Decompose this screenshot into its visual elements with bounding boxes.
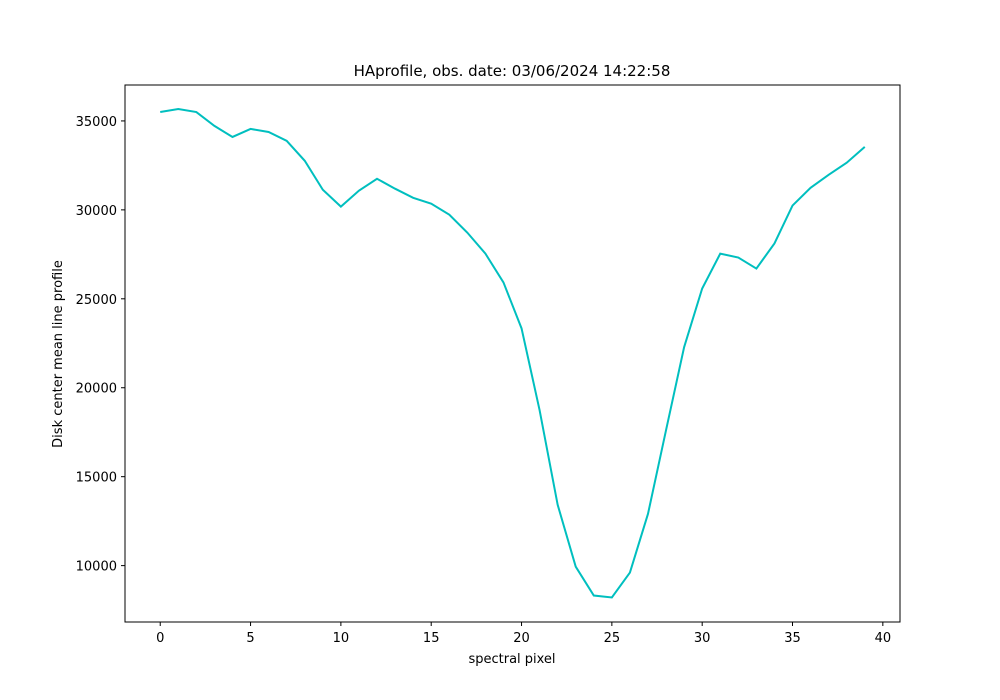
y-axis-label: Disk center mean line profile (51, 260, 66, 448)
x-tick-label: 40 (875, 631, 892, 646)
x-tick-label: 25 (604, 631, 621, 646)
x-tick-label: 0 (156, 631, 164, 646)
chart-title: HAprofile, obs. date: 03/06/2024 14:22:5… (354, 62, 671, 80)
x-tick-label: 10 (333, 631, 350, 646)
x-tick-label: 35 (784, 631, 801, 646)
plot-frame (124, 84, 901, 623)
y-tick-label: 10000 (76, 560, 117, 575)
x-tick-label: 20 (513, 631, 530, 646)
data-line (160, 107, 866, 599)
x-tick-label: 15 (423, 631, 440, 646)
x-axis-label: spectral pixel (468, 652, 555, 667)
x-tick-label: 5 (246, 631, 254, 646)
y-tick-label: 30000 (76, 204, 117, 219)
y-tick-label: 20000 (76, 382, 117, 397)
y-tick-label: 35000 (76, 115, 117, 130)
y-tick-label: 15000 (76, 471, 117, 486)
y-tick-label: 25000 (76, 293, 117, 308)
x-tick-label: 30 (694, 631, 711, 646)
